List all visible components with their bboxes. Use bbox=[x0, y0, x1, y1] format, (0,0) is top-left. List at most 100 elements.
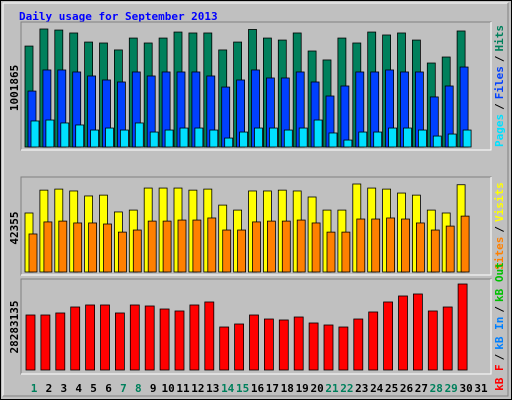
bar bbox=[340, 85, 350, 148]
x-tick-label: 5 bbox=[90, 382, 97, 395]
bar bbox=[328, 132, 338, 148]
bar bbox=[417, 129, 427, 148]
bar bbox=[358, 131, 368, 148]
bar bbox=[164, 129, 174, 148]
x-tick-label: 30 bbox=[459, 382, 472, 395]
bar bbox=[268, 127, 278, 148]
bar bbox=[313, 119, 323, 148]
x-tick-label: 4 bbox=[75, 382, 82, 395]
x-tick-label: 17 bbox=[266, 382, 279, 395]
x-tick-label: 7 bbox=[120, 382, 127, 395]
bar bbox=[252, 221, 261, 273]
legend: kB F / kB In / kB Out bbox=[493, 262, 506, 391]
y-max-label: 28283135 bbox=[8, 301, 21, 354]
x-tick-label: 26 bbox=[400, 382, 414, 395]
legend-entry: Pages bbox=[493, 114, 506, 147]
legend-entry: kB In bbox=[493, 317, 506, 350]
bar bbox=[323, 324, 334, 371]
x-tick-label: 11 bbox=[176, 382, 190, 395]
bar bbox=[266, 220, 276, 273]
x-tick-label: 21 bbox=[325, 382, 339, 395]
bar bbox=[222, 229, 232, 273]
bar bbox=[118, 231, 127, 273]
bar bbox=[432, 135, 442, 148]
bar bbox=[40, 314, 51, 371]
bar bbox=[28, 233, 38, 273]
bar bbox=[386, 217, 396, 273]
bar bbox=[308, 322, 319, 371]
legend-separator: / bbox=[493, 306, 506, 313]
bar bbox=[356, 218, 366, 273]
x-tick-label: 31 bbox=[474, 382, 488, 395]
legend-entry: kB Out bbox=[493, 262, 506, 302]
legend-separator: / bbox=[493, 353, 506, 360]
bar bbox=[179, 127, 189, 148]
bar bbox=[73, 222, 83, 273]
x-tick-label: 18 bbox=[281, 382, 294, 395]
x-tick-label: 22 bbox=[340, 382, 353, 395]
x-tick-label: 2 bbox=[46, 382, 53, 395]
bar bbox=[442, 306, 453, 371]
panel-bevel bbox=[21, 22, 492, 151]
bar bbox=[103, 223, 112, 273]
bar bbox=[403, 127, 412, 148]
bar bbox=[147, 220, 157, 273]
x-tick-label: 24 bbox=[370, 382, 384, 395]
x-tick-label: 20 bbox=[310, 382, 323, 395]
x-tick-label: 25 bbox=[385, 382, 398, 395]
legend-separator: / bbox=[493, 226, 506, 233]
bar bbox=[447, 133, 457, 148]
bar bbox=[326, 231, 336, 273]
bar bbox=[85, 304, 95, 371]
bevel-dark bbox=[3, 3, 509, 397]
bar bbox=[462, 129, 472, 148]
x-tick-label: 19 bbox=[296, 382, 309, 395]
bar bbox=[194, 127, 204, 148]
y-max-label: 42355 bbox=[8, 211, 21, 244]
bar bbox=[343, 139, 353, 148]
bar bbox=[55, 312, 66, 371]
chart-title: Daily usage for September 2013 bbox=[19, 10, 218, 23]
x-tick-label: 28 bbox=[430, 382, 443, 395]
bar bbox=[368, 311, 379, 371]
bar bbox=[162, 220, 172, 273]
legend-entry: Sites bbox=[493, 237, 506, 270]
bar bbox=[132, 229, 142, 273]
bar bbox=[43, 221, 53, 273]
legend-separator: / bbox=[493, 55, 506, 62]
bar bbox=[460, 215, 470, 273]
bar bbox=[234, 323, 245, 371]
bar bbox=[134, 122, 144, 148]
bar bbox=[207, 217, 217, 273]
bar bbox=[388, 127, 398, 148]
x-tick-label: 14 bbox=[221, 382, 235, 395]
bar bbox=[412, 293, 423, 371]
bar bbox=[298, 127, 308, 148]
bar bbox=[283, 129, 293, 148]
bar bbox=[224, 137, 234, 148]
bar bbox=[383, 301, 394, 371]
bar bbox=[373, 131, 383, 148]
x-tick-label: 9 bbox=[150, 382, 157, 395]
bar bbox=[311, 222, 321, 273]
bar bbox=[430, 229, 440, 273]
bar bbox=[159, 308, 170, 371]
bar bbox=[60, 122, 70, 148]
x-tick-label: 13 bbox=[206, 382, 219, 395]
x-tick-label: 3 bbox=[60, 382, 67, 395]
x-tick-label: 15 bbox=[236, 382, 249, 395]
x-tick-label: 23 bbox=[355, 382, 368, 395]
bar bbox=[105, 127, 114, 148]
x-tick-label: 27 bbox=[415, 382, 428, 395]
bar bbox=[281, 220, 291, 273]
bar bbox=[445, 225, 455, 273]
bar bbox=[341, 231, 351, 273]
bar bbox=[278, 319, 289, 371]
bar bbox=[293, 316, 304, 371]
bar bbox=[254, 127, 263, 148]
bar bbox=[204, 301, 215, 371]
bar bbox=[296, 219, 306, 273]
bar bbox=[177, 219, 187, 273]
x-tick-label: 1 bbox=[31, 382, 38, 395]
